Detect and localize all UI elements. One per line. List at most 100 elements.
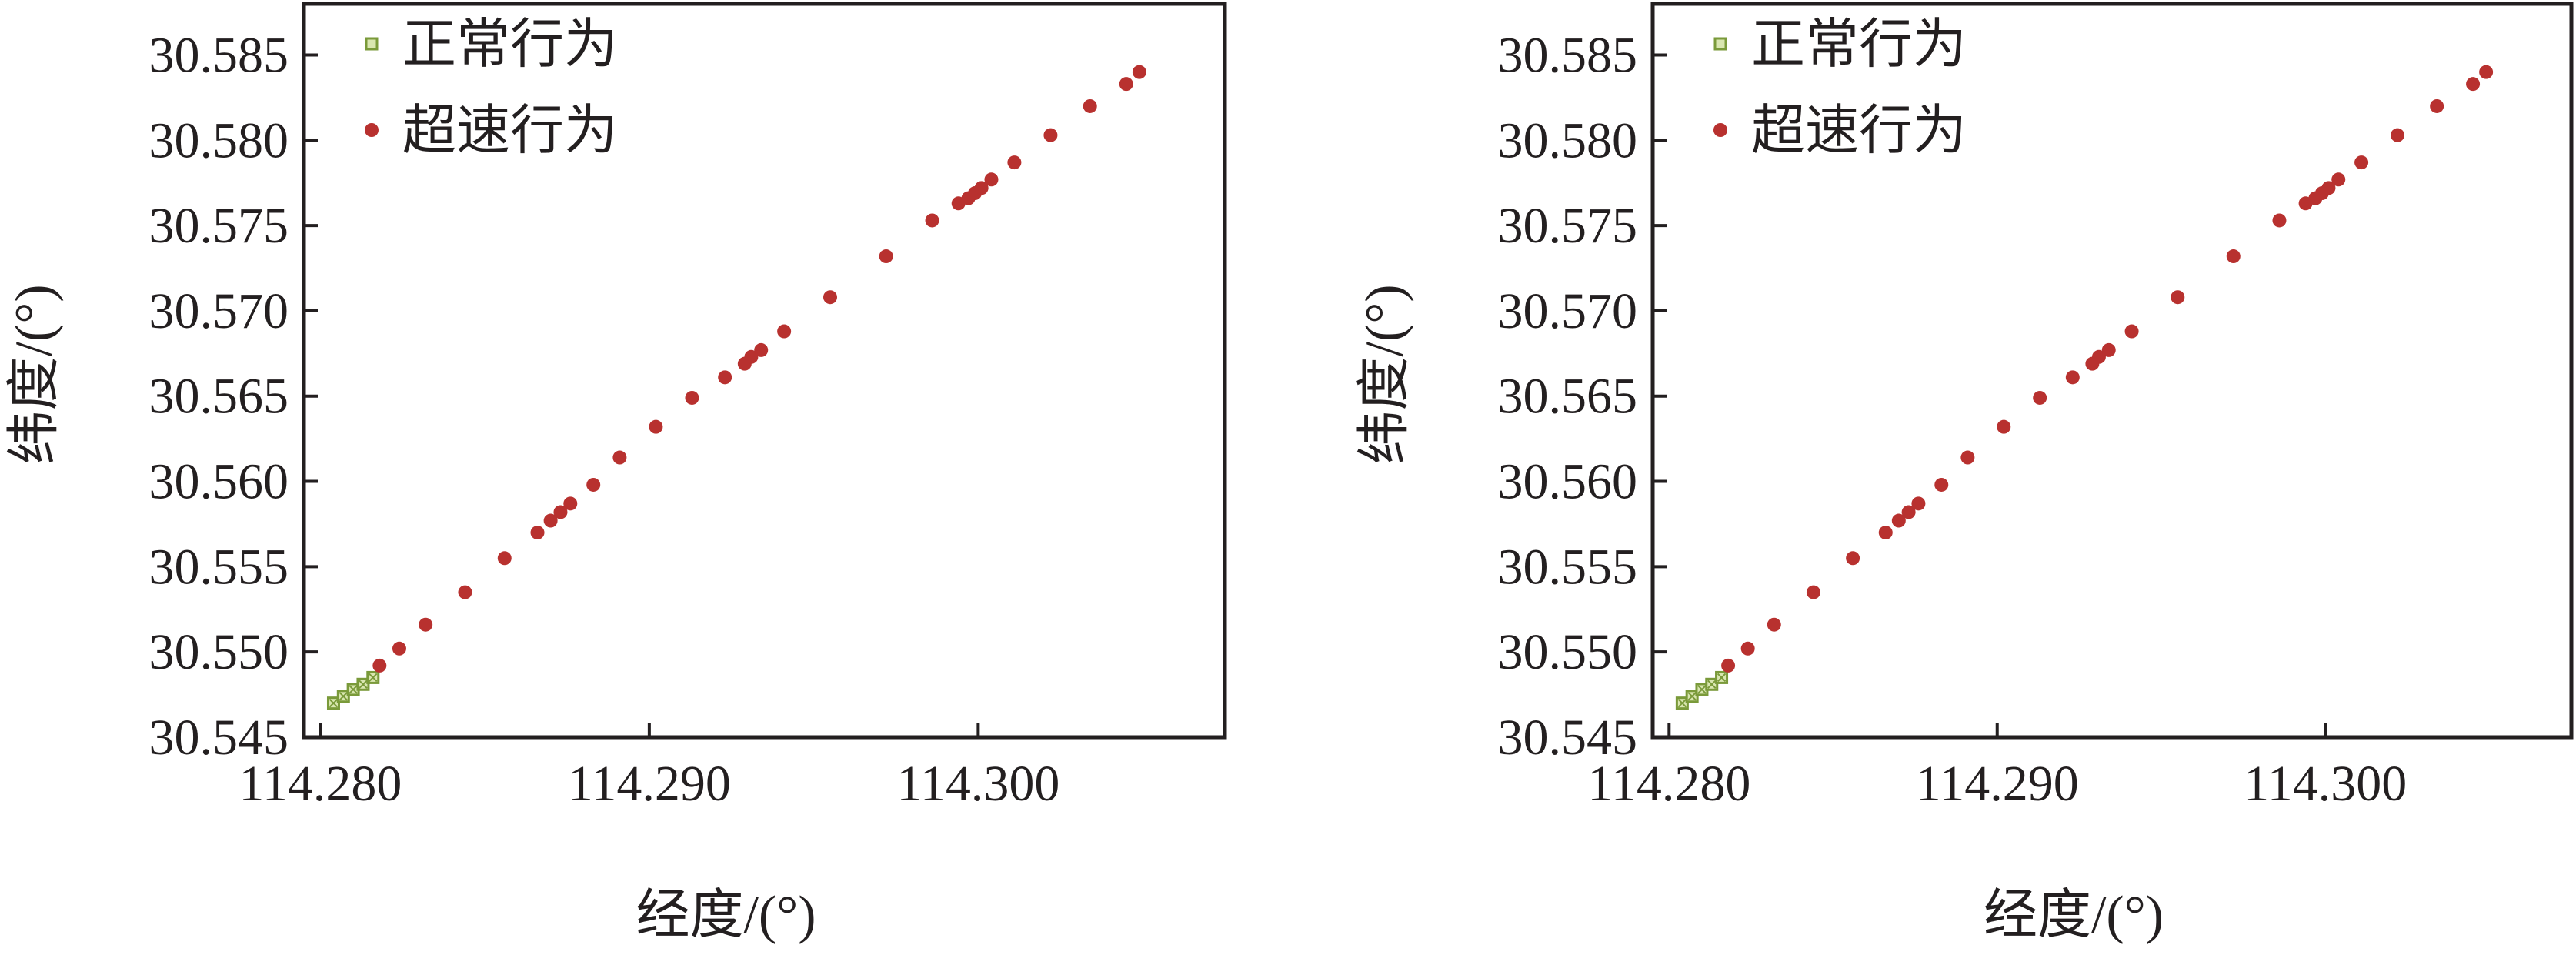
- speeding-point: [1911, 496, 1926, 511]
- y-axis-title: 纬度/(°): [5, 284, 65, 464]
- x-tick-label: 114.290: [1916, 756, 2079, 812]
- speeding-point: [612, 450, 627, 465]
- speeding-point: [1132, 65, 1146, 79]
- speeding-point: [2272, 213, 2287, 228]
- normal-point-cross: [359, 680, 368, 690]
- plot-frame: [302, 2, 1227, 740]
- y-tick-label: 30.575: [1498, 198, 1638, 254]
- chart-left: 30.545 30.550 30.555 30.560 30.565 30.570 30.5…: [5, 2, 1227, 945]
- speeding-point: [372, 658, 387, 673]
- legend-label: 正常行为: [402, 12, 618, 75]
- y-tick-label: 30.545: [149, 710, 289, 766]
- speeding-point: [1767, 617, 1781, 632]
- speeding-point: [1878, 526, 1893, 540]
- y-tick-label: 30.580: [1498, 112, 1638, 169]
- legend-marker-normal: [365, 37, 379, 51]
- speeding-point: [530, 526, 545, 540]
- speeding-point: [2321, 181, 2336, 195]
- normal-point-cross: [369, 673, 378, 683]
- plot-frame: [1650, 2, 2574, 740]
- speeding-point: [1997, 419, 2011, 434]
- y-axis-title: 纬度/(°): [1356, 284, 1415, 464]
- speeding-point: [2430, 99, 2444, 113]
- speeding-point: [984, 172, 999, 187]
- x-tick-label: 114.280: [1587, 756, 1750, 812]
- legend-label: 正常行为: [1751, 12, 1967, 75]
- x-tick-label: 114.300: [2244, 756, 2407, 812]
- normal-point-cross: [1677, 698, 1687, 708]
- speeding-point: [1721, 658, 1736, 673]
- x-tick-label: 114.290: [568, 756, 731, 812]
- normal-point-cross: [339, 692, 349, 701]
- speeding-point: [1934, 477, 1949, 492]
- y-tick-label: 30.550: [149, 624, 289, 680]
- speeding-point: [553, 505, 568, 519]
- speeding-point: [1960, 450, 1975, 465]
- speeding-point: [2226, 249, 2241, 264]
- speeding-point: [823, 290, 837, 305]
- y-tick-label: 30.580: [149, 112, 289, 169]
- speeding-point: [2171, 290, 2185, 305]
- speeding-point: [974, 181, 989, 195]
- speeding-point: [497, 551, 512, 566]
- speeding-point: [2331, 172, 2346, 187]
- speeding-point: [586, 477, 601, 492]
- speeding-point: [2466, 77, 2481, 92]
- speeding-point: [563, 496, 578, 511]
- y-tick-label: 30.560: [149, 454, 289, 510]
- speeding-point: [718, 370, 732, 385]
- normal-point-cross: [1687, 692, 1697, 701]
- normal-point-cross: [1717, 673, 1727, 683]
- speeding-point: [2091, 349, 2106, 364]
- legend-marker-speeding: [1713, 123, 1727, 137]
- legend-label: 超速行为: [1751, 99, 1967, 162]
- x-axis-title: 经度/(°): [636, 886, 816, 945]
- speeding-point: [925, 213, 939, 228]
- speeding-point: [777, 324, 792, 339]
- speeding-point: [2354, 155, 2369, 170]
- x-tick-label: 114.280: [239, 756, 402, 812]
- speeding-point: [392, 641, 406, 656]
- speeding-point: [2033, 390, 2047, 405]
- legend-marker-normal: [1713, 37, 1727, 51]
- speeding-point: [1043, 128, 1058, 142]
- y-tick-label: 30.585: [1498, 27, 1638, 83]
- speeding-point: [2101, 342, 2116, 357]
- y-tick-label: 30.550: [1498, 624, 1638, 680]
- x-tick-label: 114.300: [896, 756, 1059, 812]
- speeding-point: [685, 390, 699, 405]
- y-tick-label: 30.555: [1498, 539, 1638, 595]
- y-tick-label: 30.565: [1498, 369, 1638, 425]
- speeding-point: [2065, 370, 2080, 385]
- speeding-point: [1007, 155, 1022, 170]
- legend-label: 超速行为: [402, 99, 618, 162]
- y-tick-label: 30.560: [1498, 454, 1638, 510]
- normal-point-cross: [349, 685, 358, 694]
- speeding-point: [1846, 551, 1860, 566]
- normal-point-cross: [329, 698, 339, 708]
- speeding-point: [1806, 585, 1820, 599]
- speeding-point: [744, 349, 759, 364]
- speeding-point: [458, 585, 472, 599]
- y-tick-label: 30.585: [149, 27, 289, 83]
- speeding-point: [1901, 505, 1916, 519]
- y-tick-label: 30.545: [1498, 710, 1638, 766]
- speeding-point: [1891, 513, 1906, 528]
- speeding-point: [1119, 77, 1133, 92]
- y-tick-label: 30.570: [149, 283, 289, 339]
- speeding-point: [2479, 65, 2494, 79]
- normal-point-cross: [1697, 685, 1707, 694]
- speeding-point: [2390, 128, 2404, 142]
- y-tick-label: 30.575: [149, 198, 289, 254]
- speeding-point: [1740, 641, 1755, 656]
- speeding-point: [879, 249, 893, 264]
- y-tick-label: 30.555: [149, 539, 289, 595]
- x-axis-title: 经度/(°): [1984, 886, 2164, 945]
- y-tick-label: 30.570: [1498, 283, 1638, 339]
- speeding-point: [649, 419, 663, 434]
- speeding-point: [754, 342, 769, 357]
- chart-right: 30.545 30.550 30.555 30.560 30.565 30.570 30.5…: [1356, 2, 2574, 945]
- speeding-point: [543, 513, 558, 528]
- speeding-point: [419, 617, 433, 632]
